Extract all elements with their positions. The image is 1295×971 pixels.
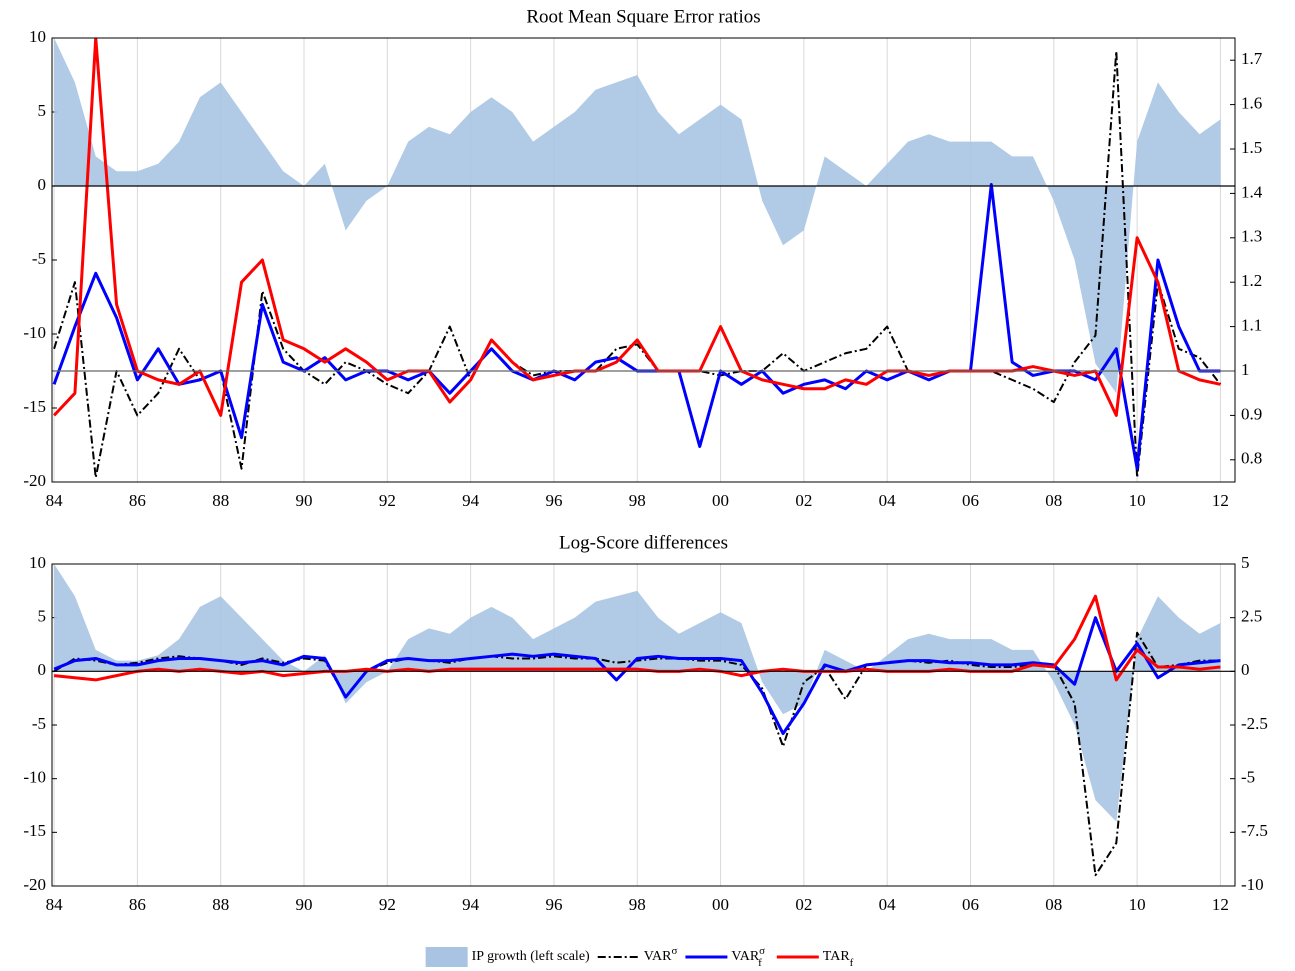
x-tick-label: 12 — [1212, 895, 1229, 914]
legend-label: TARf — [823, 949, 854, 968]
legend-label: VARσ — [644, 945, 678, 965]
x-tick-label: 90 — [296, 491, 313, 510]
x-tick-label: 86 — [129, 895, 146, 914]
chart-title: Root Mean Square Error ratios — [526, 6, 760, 27]
x-tick-label: 98 — [629, 895, 646, 914]
x-tick-label: 04 — [879, 895, 897, 914]
y-tick-label: -20 — [23, 471, 46, 490]
y2-tick-label: 2.5 — [1241, 607, 1262, 626]
x-tick-label: 04 — [879, 491, 897, 510]
y-tick-label: -10 — [23, 323, 46, 342]
legend-name: VAR — [731, 949, 759, 964]
x-tick-label: 84 — [46, 895, 64, 914]
legend: IP growth (left scale) VARσ VARσ f TARf — [425, 945, 854, 969]
y2-tick-label: 5 — [1241, 553, 1250, 572]
y-tick-label: -5 — [32, 714, 46, 733]
y-tick-label: -15 — [23, 397, 46, 416]
y2-tick-label: 1.5 — [1241, 138, 1262, 157]
legend-name: IP growth (left scale) — [472, 949, 590, 964]
y2-tick-label: -2.5 — [1241, 714, 1268, 733]
line — [52, 38, 1221, 417]
y-tick-label: 5 — [38, 101, 47, 120]
x-tick-label: 86 — [129, 491, 146, 510]
x-tick-label: 94 — [462, 491, 480, 510]
x-tick-label: 06 — [962, 895, 979, 914]
x-tick-label: 94 — [462, 895, 480, 914]
legend-label: VARσ f — [731, 945, 765, 969]
y2-tick-label: -7.5 — [1241, 821, 1268, 840]
y2-tick-label: -10 — [1241, 875, 1264, 894]
x-tick-label: 98 — [629, 491, 646, 510]
y2-tick-label: 1.7 — [1241, 49, 1263, 68]
legend-subscript: f — [758, 957, 762, 969]
legend-name: TAR — [823, 949, 851, 964]
x-tick-label: 10 — [1129, 491, 1146, 510]
y2-tick-label: 1.2 — [1241, 271, 1262, 290]
area — [54, 38, 1221, 394]
y2-tick-label: 1.3 — [1241, 227, 1262, 246]
y2-tick-label: 0.8 — [1241, 449, 1262, 468]
y-tick-label: -15 — [23, 821, 46, 840]
x-tick-label: 00 — [712, 895, 729, 914]
x-tick-label: 88 — [212, 491, 229, 510]
legend-label: IP growth (left scale) — [472, 949, 590, 964]
area — [54, 564, 1221, 822]
y-tick-label: 10 — [29, 27, 46, 46]
y2-tick-label: -5 — [1241, 768, 1255, 787]
y2-tick-label: 1.1 — [1241, 316, 1262, 335]
y2-tick-label: 0 — [1241, 660, 1250, 679]
plot-frame — [51, 563, 1236, 887]
plot-area — [53, 564, 1221, 877]
legend-name: VAR — [644, 949, 672, 964]
y2-tick-label: 0.9 — [1241, 404, 1262, 423]
x-tick-label: 96 — [545, 895, 562, 914]
y2-tick-label: 1.6 — [1241, 94, 1262, 113]
y2-tick-label: 1 — [1241, 360, 1250, 379]
x-tick-label: 92 — [379, 895, 396, 914]
y-tick-label: 0 — [38, 660, 47, 679]
chart-title: Log-Score differences — [559, 532, 728, 553]
x-tick-label: 08 — [1045, 491, 1062, 510]
y-tick-label: 10 — [29, 553, 46, 572]
x-tick-label: 96 — [545, 491, 562, 510]
x-tick-label: 90 — [296, 895, 313, 914]
x-tick-label: 10 — [1129, 895, 1146, 914]
y-tick-label: -20 — [23, 875, 46, 894]
y-tick-label: -10 — [23, 768, 46, 787]
x-tick-label: 08 — [1045, 895, 1062, 914]
y-tick-label: -5 — [32, 249, 46, 268]
x-tick-label: 88 — [212, 895, 229, 914]
y-tick-label: 0 — [38, 175, 47, 194]
x-tick-label: 02 — [795, 895, 812, 914]
y-tick-label: 5 — [38, 607, 47, 626]
x-tick-label: 12 — [1212, 491, 1229, 510]
y2-tick-label: 1.4 — [1241, 182, 1263, 201]
legend-superscript: σ — [759, 945, 765, 957]
plot-frame — [51, 37, 1236, 483]
legend-superscript: σ — [671, 945, 677, 957]
x-tick-label: 06 — [962, 491, 979, 510]
line — [53, 50, 1222, 479]
x-tick-label: 02 — [795, 491, 812, 510]
line — [53, 594, 1221, 682]
legend-subscript: f — [850, 957, 854, 969]
legend-swatch — [425, 947, 468, 967]
x-tick-label: 92 — [379, 491, 396, 510]
line — [53, 616, 1221, 736]
x-tick-label: 00 — [712, 491, 729, 510]
x-tick-label: 84 — [46, 491, 64, 510]
